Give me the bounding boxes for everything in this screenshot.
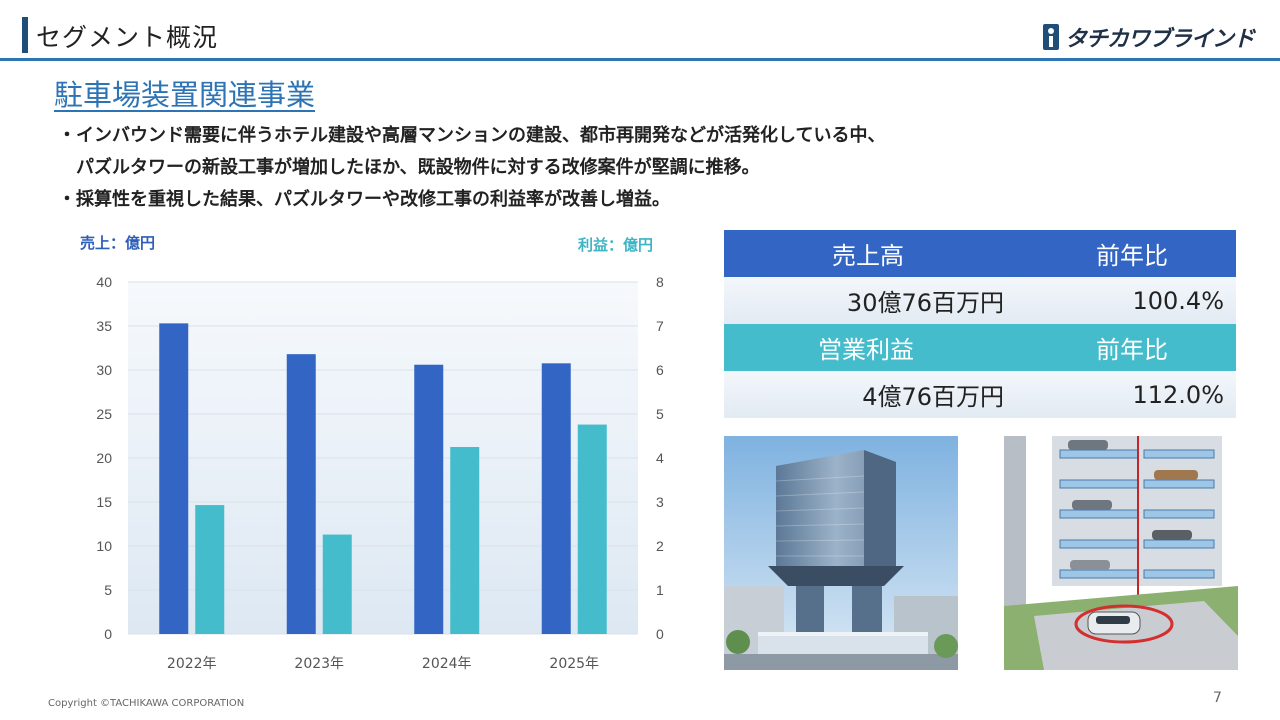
logo-mark-icon xyxy=(1043,24,1059,50)
parking-tower-photo xyxy=(1004,436,1238,670)
right-axis-tick-label: 7 xyxy=(656,318,664,334)
profit-value: 4億76百万円 xyxy=(862,383,1004,411)
copyright: Copyright ©TACHIKAWA CORPORATION xyxy=(48,698,245,709)
bullet-list: ・インバウンド需要に伴うホテル建設や高層マンションの建設、都市再開発などが活発化… xyxy=(58,120,885,216)
right-axis-tick-label: 1 xyxy=(656,582,664,598)
sales-value: 30億76百万円 xyxy=(846,289,1004,317)
right-axis-tick-label: 0 xyxy=(656,626,664,642)
bar-chart: 0 5 10 15 20 25 30 35 40 0 1 2 3 4 5 6 7 8 2022年 2023年 2024年… xyxy=(96,274,664,672)
header-divider xyxy=(0,58,1280,61)
profit-bar xyxy=(577,424,607,634)
profit-bar xyxy=(195,505,225,634)
right-axis-tick-label: 5 xyxy=(656,406,664,422)
sales-bar xyxy=(414,364,444,634)
parking-tower-illustration xyxy=(1004,436,1238,670)
right-axis-tick-label: 4 xyxy=(656,450,664,466)
profit-yoy: 112.0% xyxy=(1132,380,1224,409)
right-axis-tick-label: 3 xyxy=(656,494,664,510)
right-axis-tick-label: 6 xyxy=(656,362,664,378)
section-title: 駐車場装置関連事業 xyxy=(54,78,316,112)
sales-bar xyxy=(286,354,316,634)
building-photo xyxy=(724,436,958,670)
sales-bar xyxy=(541,363,571,634)
profit-bar xyxy=(450,447,480,634)
left-axis-tick-label: 5 xyxy=(104,582,112,598)
right-axis-unit-label: 利益：億円 xyxy=(578,236,654,254)
right-axis-tick-label: 2 xyxy=(656,538,664,554)
left-axis-tick-label: 40 xyxy=(96,274,112,290)
summary-table: 売上高 前年比 30億76百万円 100.4% 営業利益 前年比 4億76百万円… xyxy=(724,230,1236,418)
left-axis-tick-label: 10 xyxy=(96,538,112,554)
left-axis-tick-label: 35 xyxy=(96,318,112,334)
page-header-title: セグメント概況 xyxy=(36,23,219,52)
company-logo: タチカワブラインド xyxy=(1043,22,1255,52)
left-axis-tick-label: 0 xyxy=(104,626,112,642)
x-axis-category-label: 2023年 xyxy=(294,656,344,672)
yoy-label: 前年比 xyxy=(1096,242,1168,270)
bullet-line: ・採算性を重視した結果、パズルタワーや改修工事の利益率が改善し増益。 xyxy=(58,189,670,210)
right-axis-tick-label: 8 xyxy=(656,274,664,290)
sales-header-row: 売上高 前年比 xyxy=(724,230,1236,277)
sales-bar xyxy=(159,323,189,634)
page-number: 7 xyxy=(1213,690,1222,706)
left-axis-tick-label: 25 xyxy=(96,406,112,422)
left-axis-unit-label: 売上：億円 xyxy=(80,234,156,252)
x-axis-category-label: 2024年 xyxy=(422,656,472,672)
profit-header-row: 営業利益 前年比 xyxy=(724,324,1236,371)
sales-label: 売上高 xyxy=(832,242,904,270)
bullet-line: パズルタワーの新設工事が増加したほか、既設物件に対する改修案件が堅調に推移。 xyxy=(58,157,760,178)
left-axis-tick-label: 15 xyxy=(96,494,112,510)
building-illustration xyxy=(724,436,958,670)
profit-label: 営業利益 xyxy=(818,336,914,364)
x-axis-category-label: 2022年 xyxy=(167,656,217,672)
profit-bar xyxy=(322,534,352,634)
profit-value-row: 4億76百万円 112.0% xyxy=(724,371,1236,418)
sales-value-row: 30億76百万円 100.4% xyxy=(724,277,1236,324)
header-accent-bar xyxy=(22,17,28,53)
logo-text: タチカワブラインド xyxy=(1065,27,1255,52)
yoy-label: 前年比 xyxy=(1096,336,1168,364)
x-axis-category-label: 2025年 xyxy=(549,656,599,672)
left-axis-tick-label: 30 xyxy=(96,362,112,378)
left-axis-tick-label: 20 xyxy=(96,450,112,466)
sales-yoy: 100.4% xyxy=(1132,286,1224,315)
bullet-line: ・インバウンド需要に伴うホテル建設や高層マンションの建設、都市再開発などが活発化… xyxy=(58,125,886,146)
